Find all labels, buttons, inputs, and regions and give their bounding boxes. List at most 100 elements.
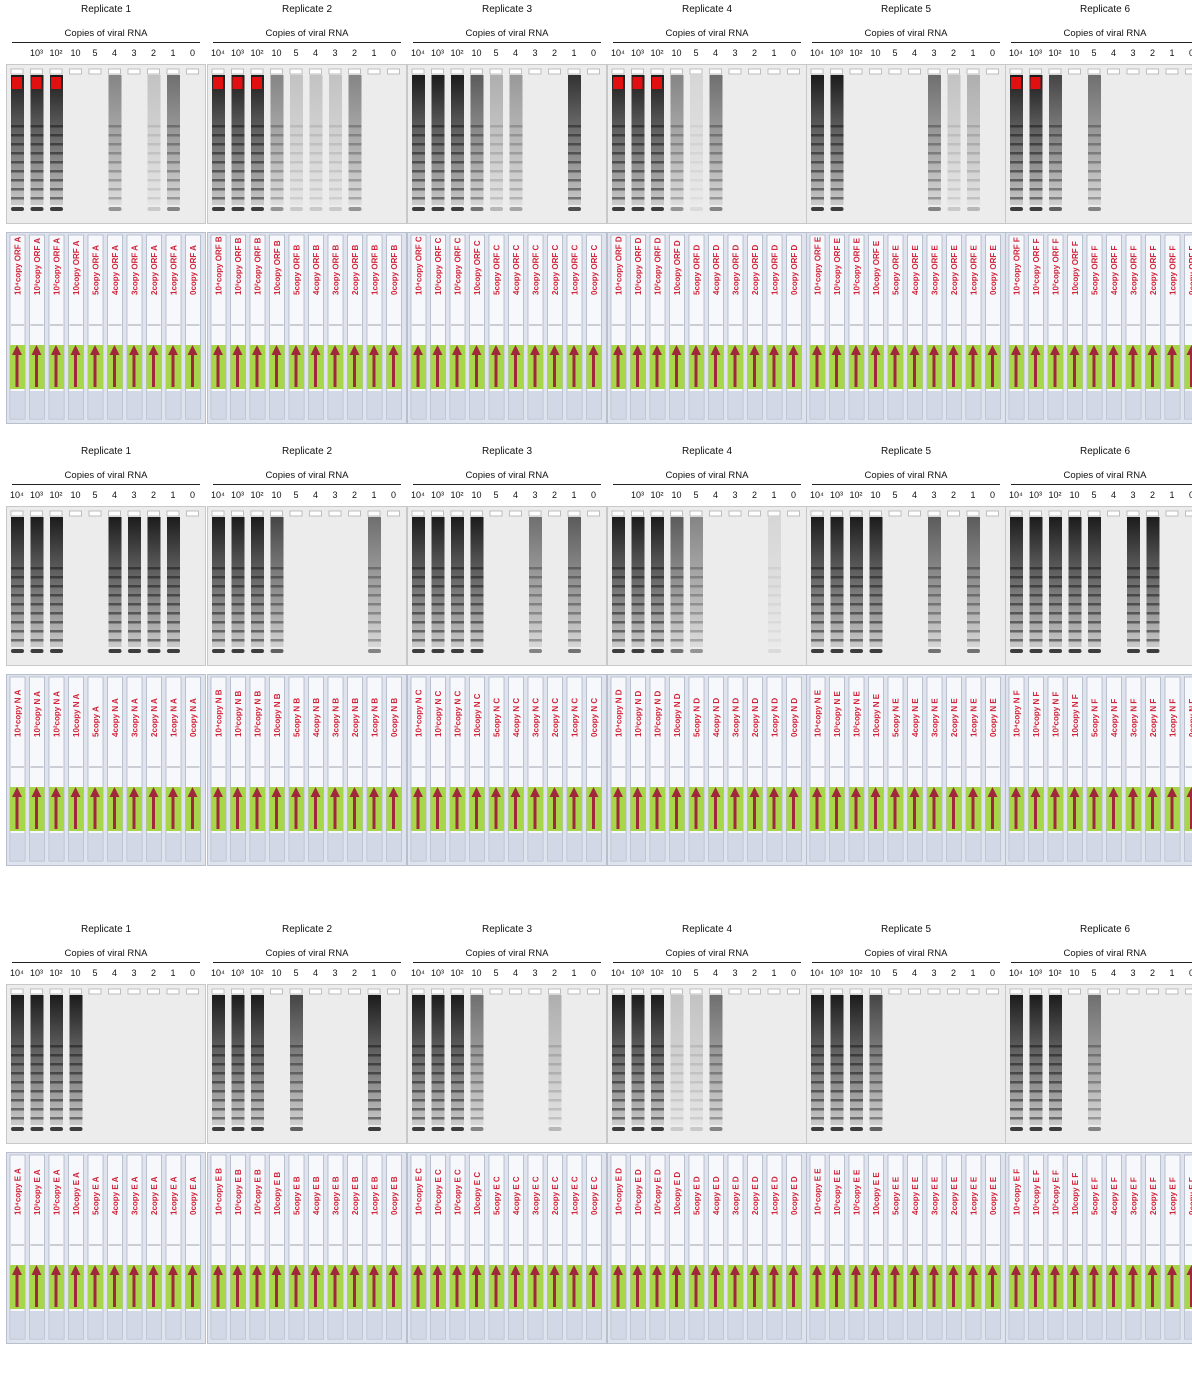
lane-label: 10⁴ — [1009, 968, 1023, 978]
lane-label: 10⁴ — [211, 490, 225, 500]
lane-label: 10² — [250, 968, 264, 978]
lane-label: 10 — [1069, 490, 1080, 500]
lane-label: 10⁴ — [810, 490, 824, 500]
strip-label: 10²copy E C — [454, 1169, 463, 1215]
strip-label: 0copy E B — [390, 1176, 399, 1215]
test-strip: 2copy E E — [946, 1154, 962, 1340]
copies-underline — [812, 962, 1000, 963]
strip-label: 2copy ORF B — [351, 245, 360, 295]
lane-label: 5 — [693, 48, 699, 58]
replicate-title: Replicate 2 — [281, 924, 333, 935]
lane-label: 10⁴ — [411, 968, 425, 978]
flow-arrow-icon — [452, 787, 462, 797]
strip-label: 2copy ORF E — [950, 245, 959, 295]
strip-label: 2copy ORF D — [751, 245, 760, 295]
strip-label: 2copy E B — [351, 1176, 360, 1215]
gel-well — [309, 510, 322, 517]
gel-lane-bands — [568, 517, 581, 653]
lane-label: 2 — [751, 968, 757, 978]
copies-underline — [613, 484, 801, 485]
lane-label: 10² — [849, 490, 863, 500]
replicate-title: Replicate 6 — [1079, 4, 1131, 15]
copies-underline — [1011, 962, 1192, 963]
lane-label: 2 — [950, 48, 956, 58]
gel-lane-bands — [811, 75, 824, 211]
gel-lane-bands — [1029, 517, 1043, 653]
strip-label: 4copy N B — [312, 698, 321, 737]
gel-lane-bands — [30, 75, 44, 211]
flow-arrow-icon — [252, 345, 262, 355]
lateral-flow-strips-photo: 10⁴copy E E 10³copy E E 10²copy E E 10copy … — [806, 1152, 1006, 1344]
lane-label: 3 — [131, 968, 137, 978]
gel-well — [869, 988, 882, 995]
lane-label: 5 — [1091, 490, 1097, 500]
flow-arrow-icon — [90, 787, 100, 797]
gel-lane-bands — [470, 517, 484, 653]
flow-arrow-icon — [330, 787, 340, 797]
lane-label: 3 — [131, 48, 137, 58]
gel-lane-bands — [830, 995, 844, 1131]
strip-label: 10copy ORF E — [872, 240, 881, 295]
flow-arrow-icon — [213, 1265, 223, 1275]
lane-label: 10 — [471, 490, 482, 500]
flow-arrow-icon — [1186, 787, 1192, 797]
gel-well — [166, 988, 180, 995]
lane-label: 0 — [790, 968, 796, 978]
gel-lane-bands — [251, 75, 264, 211]
test-strip: 10⁴copy E A — [9, 1154, 26, 1340]
gel-well — [270, 988, 283, 995]
gel-lane-bands — [1146, 517, 1160, 653]
test-strip: 5copy E A — [87, 1154, 104, 1340]
lane-label: 10 — [870, 48, 881, 58]
gel-well — [309, 68, 322, 75]
strip-label: 5copy N D — [693, 698, 702, 737]
flow-arrow-icon — [310, 345, 321, 355]
lane-label: 0 — [189, 48, 195, 58]
copies-label: Copies of viral RNA — [64, 28, 148, 39]
gel-well — [166, 68, 180, 75]
gel-well — [767, 68, 781, 75]
lane-label: 1 — [170, 48, 176, 58]
lane-label: 10³ — [829, 48, 843, 58]
test-strip: 10²copy E C — [449, 1154, 466, 1340]
replicate-title: Replicate 5 — [880, 446, 932, 457]
gel-lane-bands — [1088, 995, 1101, 1131]
flow-arrow-icon — [1108, 1265, 1119, 1275]
gel-well — [810, 988, 824, 995]
gel-well — [888, 988, 902, 995]
test-strip: 10copy ORF E — [868, 234, 884, 420]
gel-well — [1048, 988, 1062, 995]
strip-label: 10⁴copy ORF A — [14, 236, 23, 295]
lane-label: 0 — [989, 490, 995, 500]
gel-image — [207, 506, 407, 666]
lane-label: 10 — [1069, 48, 1080, 58]
strip-label: 0copy ORF B — [390, 245, 399, 295]
flow-arrow-icon — [588, 345, 599, 355]
gel-well — [10, 510, 24, 517]
gel-well — [1029, 68, 1042, 75]
lane-label: 10³ — [430, 968, 444, 978]
test-strip: 10²copy E F — [1047, 1154, 1064, 1340]
gel-lane-bands — [108, 517, 122, 653]
strip-label: 5copy E B — [293, 1176, 302, 1215]
lane-label: 4 — [111, 48, 117, 58]
copies-label: Copies of viral RNA — [665, 28, 749, 39]
gel-lane-bands — [11, 517, 24, 653]
gel-well — [1009, 988, 1023, 995]
lane-label: 0 — [989, 968, 995, 978]
test-strip: 10²copy E E — [848, 1154, 865, 1340]
flow-arrow-icon — [1050, 1265, 1060, 1275]
gel-well — [250, 988, 264, 995]
flow-arrow-icon — [1050, 787, 1060, 797]
gel-lane-bands — [11, 995, 24, 1131]
test-strip: 5copy E B — [288, 1154, 305, 1340]
replicate-panel: Replicate 2 Copies of viral RNA 10⁴ 10³ 10² 1… — [207, 4, 407, 424]
lane-labels: 10⁴ 10³ 10² 10 5 4 3 2 1 0 — [6, 968, 206, 982]
gel-well — [567, 988, 581, 995]
gel-lane-bands — [1068, 517, 1082, 653]
strip-label: 0copy N E — [989, 698, 998, 737]
flow-arrow-icon — [349, 345, 360, 355]
strip-label: 10²copy E D — [654, 1169, 663, 1215]
lane-label: 4 — [1110, 490, 1116, 500]
strip-label: 10copy ORF F — [1071, 241, 1080, 295]
